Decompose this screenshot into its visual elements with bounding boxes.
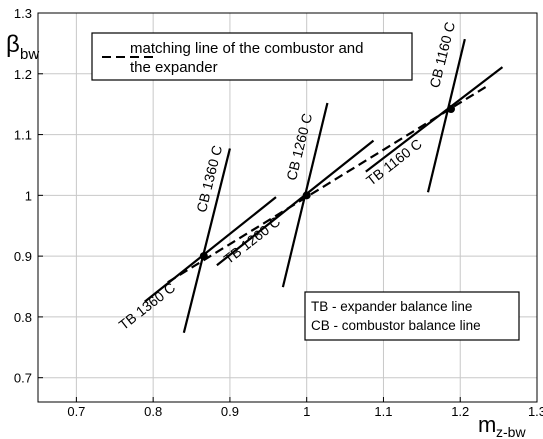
plot-frame (37, 12, 538, 403)
note-line: CB - combustor balance line (311, 318, 481, 333)
x-tick-label: 1.1 (374, 404, 392, 419)
note: TB - expander balance line CB - combusto… (311, 297, 481, 335)
intersection-point (199, 252, 208, 261)
y-tick-label: 0.9 (14, 249, 32, 264)
x-tick-label: 0.9 (221, 404, 239, 419)
y-tick-label: 1.1 (14, 128, 32, 143)
y-tick-label: 0.8 (14, 310, 32, 325)
balance-line (144, 196, 277, 303)
legend-label: matching line of the combustor and the e… (130, 40, 364, 76)
line-label: TB 1360 C (116, 279, 179, 333)
line-label: TB 1160 C (363, 135, 425, 188)
x-tick-label: 1.2 (451, 404, 469, 419)
y-tick-label: 0.7 (14, 371, 32, 386)
note-line: TB - expander balance line (311, 299, 473, 314)
y-axis-label-sub: bw (20, 46, 39, 63)
x-axis-label-sub: z-bw (496, 424, 526, 439)
y-tick-label: 1 (25, 188, 32, 203)
balance-line (216, 139, 375, 267)
balance-line (365, 66, 504, 173)
balance-line (182, 148, 231, 333)
line-label: CB 1160 C (426, 20, 458, 89)
y-tick-label: 1.2 (14, 67, 32, 82)
y-tick-label: 1.3 (14, 6, 32, 21)
x-tick-label: 0.7 (67, 404, 85, 419)
intersection-point (447, 105, 456, 114)
x-axis-label: m (478, 412, 496, 437)
line-label: CB 1360 C (193, 144, 225, 214)
balance-line (426, 38, 466, 193)
intersection-point (302, 191, 311, 200)
x-tick-label: 0.8 (144, 404, 162, 419)
x-tick-label: 1.3 (528, 404, 543, 419)
x-tick-label: 1 (303, 404, 310, 419)
y-axis-label: β (6, 31, 20, 58)
note-box (304, 291, 520, 341)
